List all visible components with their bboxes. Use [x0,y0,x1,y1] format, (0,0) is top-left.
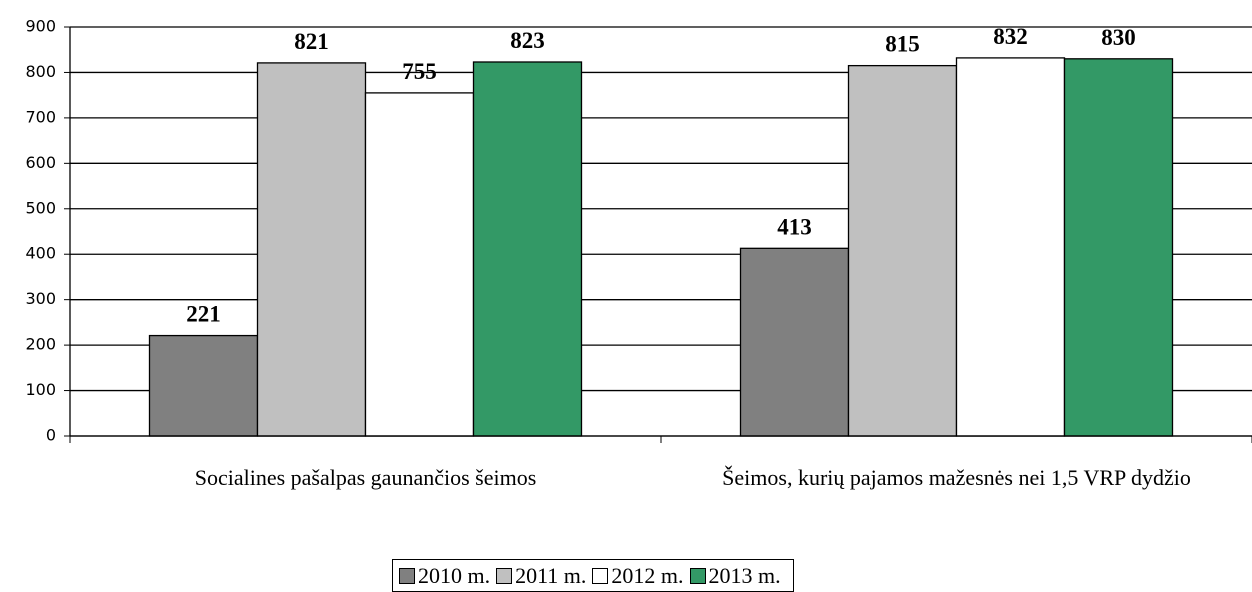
legend-label: 2011 m. [515,562,587,588]
value-label: 815 [885,32,920,57]
bar [1063,58,1174,437]
category-label: Socialines pašalpas gaunančios šeimos [194,465,537,490]
value-label: 755 [402,59,437,84]
bar [256,62,367,437]
y-tick-label: 600 [25,153,56,172]
legend-swatch [689,567,706,584]
value-label: 821 [294,29,329,54]
y-tick-label: 100 [25,380,56,399]
y-tick-label: 200 [25,335,56,354]
value-label: 221 [186,302,221,327]
legend-label: 2013 m. [708,562,781,588]
legend-item: 2012 m. [592,562,684,589]
legend-swatch [592,567,609,584]
category-label: Šeimos, kurių pajamos mažesnės nei 1,5 V… [722,465,1191,490]
legend-item: 2011 m. [496,563,586,589]
y-tick-label: 800 [25,62,56,81]
bar [847,64,958,437]
legend-swatch [399,567,415,584]
value-label: 830 [1101,25,1136,50]
y-tick-label: 300 [25,289,56,308]
bar [472,61,583,437]
legend-item: 2010 m. [399,563,490,589]
legend: 2010 m. 2011 m. 2012 m. 2013 m. [392,559,794,592]
legend-label: 2012 m. [611,562,684,588]
legend-item: 2013 m. [689,562,781,589]
y-tick-label: 500 [25,198,56,217]
y-tick-label: 900 [25,17,56,36]
bar [955,57,1066,437]
bar [364,92,475,437]
legend-label: 2010 m. [418,562,491,588]
y-tick-label: 400 [25,244,56,263]
value-label: 413 [777,214,812,239]
bar [739,247,850,437]
y-tick-label: 0 [46,426,56,445]
legend-swatch [496,567,513,584]
value-label: 832 [993,24,1028,49]
value-label: 823 [510,28,545,53]
y-tick-label: 700 [25,107,56,126]
bar [148,334,259,437]
